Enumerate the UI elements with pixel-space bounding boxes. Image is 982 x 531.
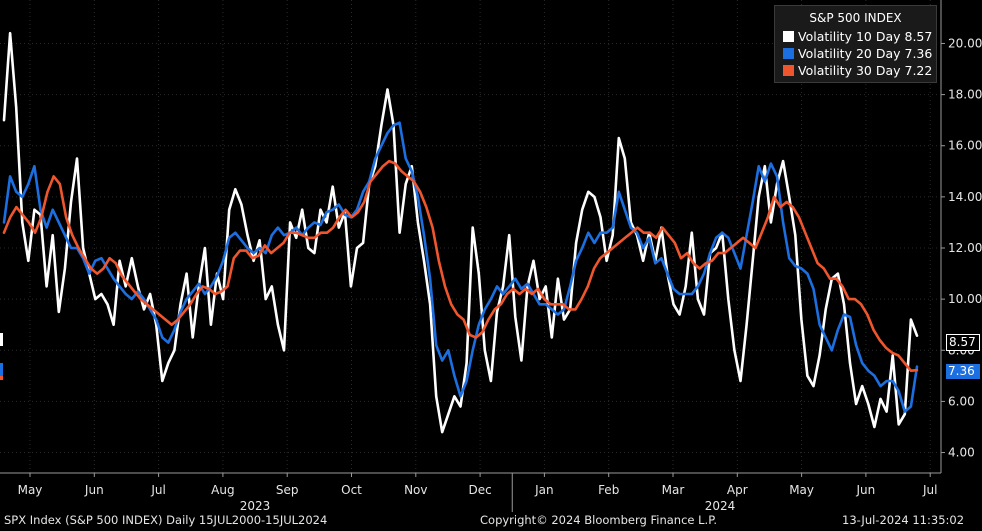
legend-swatch-white	[783, 31, 794, 42]
legend-label: Volatility 20 Day	[798, 46, 901, 61]
legend-label: Volatility 10 Day	[798, 29, 901, 44]
x-tick-label: Aug	[211, 483, 234, 497]
series-line-volatility-20-day	[2, 121, 919, 413]
x-tick-label: Jan	[534, 483, 554, 497]
y-tick-label: 10.00	[948, 292, 982, 306]
y-tick-label: 14.00	[948, 190, 982, 204]
x-tick-label: Jul	[150, 483, 165, 497]
legend-swatch-orange	[783, 65, 794, 76]
footer-copyright: Copyright© 2024 Bloomberg Finance L.P.	[480, 513, 717, 527]
x-tick-label: Jun	[84, 483, 104, 497]
legend-value: 7.36	[904, 46, 933, 61]
x-tick-label: Apr	[727, 483, 748, 497]
x-tick-label: Mar	[662, 483, 685, 497]
x-tick-label: Jun	[856, 483, 876, 497]
year-label: 2023	[240, 499, 271, 513]
left-marker-30-day	[0, 376, 3, 380]
legend-item-volatility-10-day: Volatility 10 Day 8.57	[783, 29, 932, 45]
x-tick-label: Dec	[468, 483, 491, 497]
footer-timestamp: 13-Jul-2024 11:35:02	[842, 513, 965, 527]
series-lines	[0, 31, 919, 434]
legend-value: 7.22	[904, 63, 933, 78]
year-label: 2024	[705, 499, 736, 513]
x-axis: May Jun Jul Aug Sep Oct Nov Dec Jan Feb Mar Apr May J…	[0, 472, 941, 513]
x-tick-label: Feb	[598, 483, 619, 497]
legend: S&P 500 INDEX Volatility 10 Day 8.57 Vol…	[774, 5, 937, 83]
series-line-volatility-30-day	[2, 159, 919, 373]
y-tick-label: 16.00	[948, 139, 982, 153]
last-value-tag-10-day: 8.57	[946, 334, 980, 351]
legend-item-volatility-30-day: Volatility 30 Day 7.22	[783, 63, 932, 79]
legend-label: Volatility 30 Day	[798, 63, 901, 78]
y-tick-label: 18.00	[948, 88, 982, 102]
legend-item-volatility-20-day: Volatility 20 Day 7.36	[783, 46, 932, 62]
legend-value: 8.57	[904, 29, 933, 44]
y-tick-label: 12.00	[948, 241, 982, 255]
left-marker-20-day	[0, 363, 3, 376]
y-axis: 4.006.008.0010.0012.0014.0016.0018.0020.…	[940, 0, 982, 473]
y-tick-label: 20.00	[948, 36, 982, 50]
last-value-tag-20-day: 7.36	[946, 364, 980, 379]
y-tick-label: 6.00	[948, 394, 975, 408]
left-marker-10-day	[0, 333, 3, 346]
y-tick-label: 4.00	[948, 446, 975, 460]
x-tick-label: Jul	[922, 483, 937, 497]
x-tick-label: May	[789, 483, 814, 497]
legend-swatch-blue	[783, 48, 794, 59]
legend-title: S&P 500 INDEX	[809, 11, 902, 25]
x-tick-label: May	[18, 483, 43, 497]
x-tick-label: Sep	[276, 483, 299, 497]
x-tick-label: Oct	[341, 483, 362, 497]
footer-security-info: SPX Index (S&P 500 INDEX) Daily 15JUL200…	[4, 513, 328, 527]
series-line-volatility-10-day	[2, 31, 919, 434]
x-tick-label: Nov	[404, 483, 427, 497]
